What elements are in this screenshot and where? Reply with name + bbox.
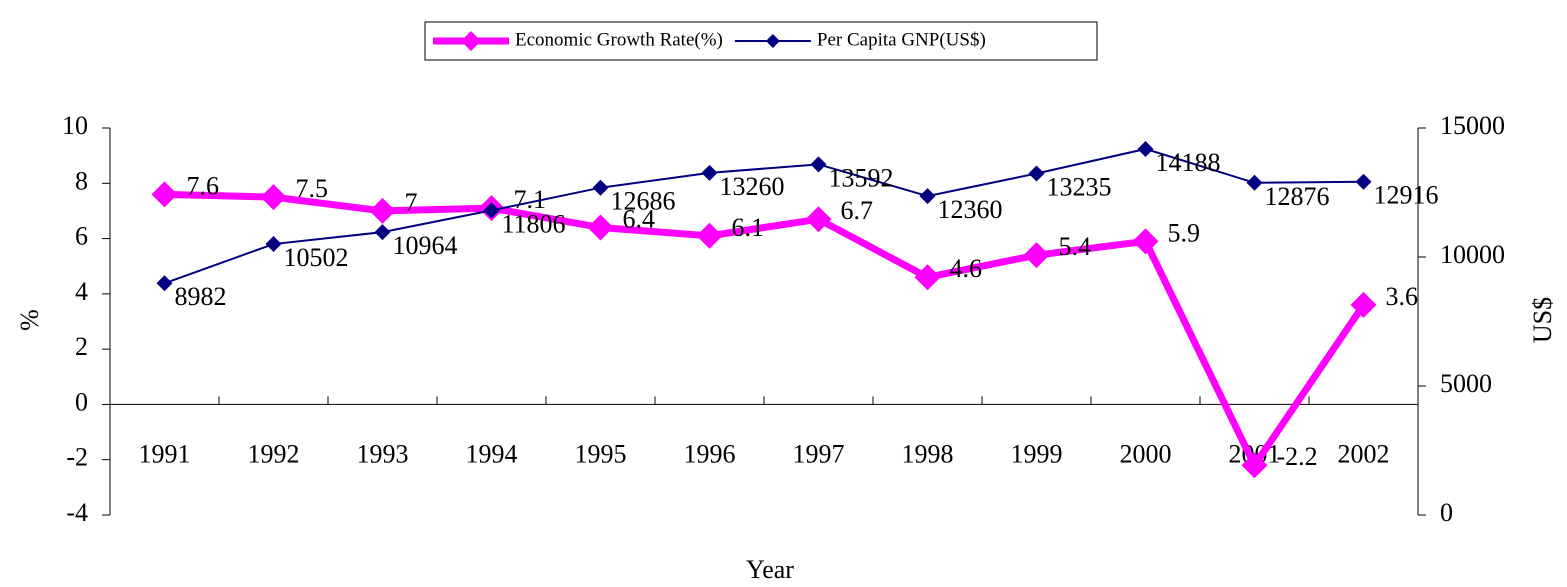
- y2-axis-label: US$: [1528, 297, 1557, 343]
- marker: [1355, 173, 1372, 190]
- legend-marker: [765, 34, 780, 48]
- x-tick-label: 1998: [902, 439, 954, 468]
- marker: [1023, 242, 1050, 269]
- marker: [810, 156, 827, 173]
- marker: [265, 236, 282, 253]
- data-label: 8982: [175, 282, 227, 311]
- data-label: 4.6: [950, 254, 983, 283]
- y2-tick-label: 10000: [1440, 240, 1505, 269]
- data-label: 13260: [720, 172, 785, 201]
- x-tick-label: 1999: [1011, 439, 1063, 468]
- legend-marker: [461, 31, 481, 51]
- marker: [696, 222, 723, 249]
- data-label: 10964: [393, 231, 458, 260]
- y-tick-label: 4: [75, 277, 88, 306]
- marker: [156, 275, 173, 292]
- data-label: 10502: [284, 243, 349, 272]
- marker: [369, 197, 396, 224]
- marker: [483, 202, 500, 219]
- y-tick-label: 6: [75, 222, 88, 251]
- data-label: 7.6: [187, 171, 220, 200]
- data-label: 11806: [502, 209, 566, 238]
- marker: [260, 184, 287, 211]
- marker: [374, 224, 391, 241]
- y-tick-label: 0: [75, 387, 88, 416]
- x-tick-label: 1995: [575, 439, 627, 468]
- x-tick-label: 1992: [248, 439, 300, 468]
- y-axis-label: %: [15, 309, 44, 331]
- legend-label: Per Capita GNP(US$): [817, 29, 986, 50]
- marker: [587, 214, 614, 241]
- x-tick-label: 1991: [139, 439, 191, 468]
- x-tick-label: 1996: [684, 439, 736, 468]
- data-label: 6.4: [623, 204, 656, 233]
- x-tick-label: 2000: [1120, 439, 1172, 468]
- y2-tick-label: 0: [1440, 498, 1453, 527]
- marker: [805, 206, 832, 233]
- data-label: 3.6: [1386, 282, 1419, 311]
- y-tick-label: 8: [75, 166, 88, 195]
- data-label: 12360: [938, 195, 1003, 224]
- x-tick-label: 1994: [466, 439, 518, 468]
- y2-tick-label: 5000: [1440, 369, 1492, 398]
- data-label: -2.2: [1277, 442, 1318, 471]
- marker: [701, 164, 718, 181]
- data-label: 6.7: [841, 196, 874, 225]
- marker: [1132, 228, 1159, 255]
- marker: [1246, 174, 1263, 191]
- data-label: 12876: [1265, 182, 1330, 211]
- x-tick-label: 1997: [793, 439, 845, 468]
- y-tick-label: -2: [66, 443, 88, 472]
- marker: [592, 179, 609, 196]
- marker: [919, 188, 936, 205]
- x-axis-label: Year: [746, 555, 794, 584]
- data-label: 13592: [829, 163, 894, 192]
- x-tick-label: 1993: [357, 439, 409, 468]
- series-line: [164, 147, 1364, 285]
- data-label: 12916: [1374, 181, 1439, 210]
- data-label: 5.9: [1168, 218, 1201, 247]
- y2-tick-label: 15000: [1440, 111, 1505, 140]
- data-label: 7: [405, 188, 418, 217]
- data-label: 7.5: [296, 174, 329, 203]
- y-tick-label: 10: [62, 111, 88, 140]
- y-tick-label: -4: [66, 498, 88, 527]
- marker: [1137, 140, 1154, 157]
- marker: [1350, 291, 1377, 318]
- data-label: 12686: [611, 187, 676, 216]
- data-label: 14188: [1156, 148, 1221, 177]
- x-tick-label: 2002: [1338, 439, 1390, 468]
- data-label: 5.4: [1059, 232, 1092, 261]
- legend-label: Economic Growth Rate(%): [515, 29, 723, 50]
- marker: [151, 181, 178, 208]
- marker: [1241, 452, 1268, 479]
- data-label: 13235: [1047, 173, 1112, 202]
- y-tick-label: 2: [75, 332, 88, 361]
- data-label: 6.1: [732, 213, 765, 242]
- marker: [1028, 165, 1045, 182]
- series-line: [164, 190, 1367, 473]
- marker: [914, 264, 941, 291]
